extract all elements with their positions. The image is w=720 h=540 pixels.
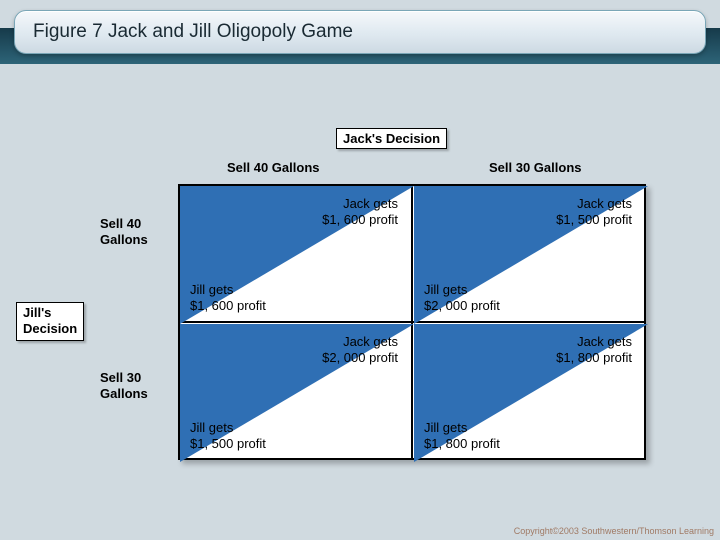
row-header-30: Sell 30 Gallons: [100, 370, 158, 403]
row-header-40: Sell 40 Gallons: [100, 216, 158, 249]
jack-payoff: Jack gets$1, 600 profit: [322, 196, 398, 229]
cell-30-30: Jack gets$1, 800 profit Jill gets$1, 800…: [414, 324, 648, 462]
jack-payoff: Jack gets$2, 000 profit: [322, 334, 398, 367]
cell-40-40: Jack gets$1, 600 profit Jill gets$1, 600…: [180, 186, 414, 324]
jill-payoff: Jill gets$1, 800 profit: [424, 420, 500, 453]
jill-payoff: Jill gets$1, 500 profit: [190, 420, 266, 453]
jack-decision-label: Jack's Decision: [336, 128, 447, 149]
jack-payoff: Jack gets$1, 500 profit: [556, 196, 632, 229]
column-header-30: Sell 30 Gallons: [489, 160, 582, 175]
jill-decision-label: Jill's Decision: [16, 302, 84, 341]
jack-payoff: Jack gets$1, 800 profit: [556, 334, 632, 367]
copyright-text: Copyright©2003 Southwestern/Thomson Lear…: [514, 526, 714, 536]
payoff-matrix: Jack gets$1, 600 profit Jill gets$1, 600…: [178, 184, 646, 460]
cell-40-30: Jack gets$1, 500 profit Jill gets$2, 000…: [414, 186, 648, 324]
column-header-40: Sell 40 Gallons: [227, 160, 320, 175]
slide-title: Figure 7 Jack and Jill Oligopoly Game: [33, 21, 353, 43]
jill-payoff: Jill gets$2, 000 profit: [424, 282, 500, 315]
jill-payoff: Jill gets$1, 600 profit: [190, 282, 266, 315]
slide-title-bar: Figure 7 Jack and Jill Oligopoly Game: [14, 10, 706, 54]
cell-30-40: Jack gets$2, 000 profit Jill gets$1, 500…: [180, 324, 414, 462]
